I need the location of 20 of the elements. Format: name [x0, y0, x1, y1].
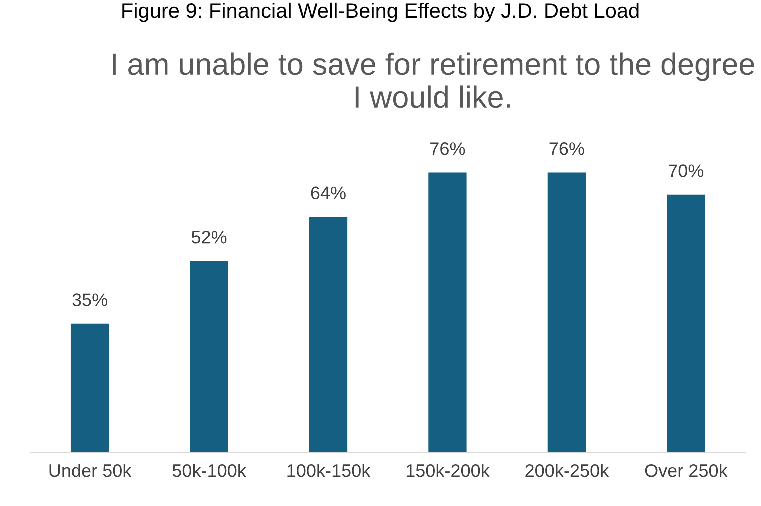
x-tick-label: 100k-150k	[288, 464, 371, 478]
bar	[70, 324, 110, 453]
bar	[428, 172, 467, 453]
x-tick-label: 200k-250k	[526, 464, 610, 478]
data-label: 70%	[669, 164, 704, 178]
x-tick-label: 50k-100k	[172, 464, 246, 478]
bar	[190, 261, 228, 453]
x-tick-label: Over 250k	[645, 464, 728, 478]
chart-title: I am unable to save for retirement to the degree I would like.	[113, 52, 754, 108]
bar	[309, 216, 348, 453]
x-tick-label: 150k-200k	[406, 464, 490, 478]
data-label: 76%	[430, 142, 466, 156]
data-label: 52%	[192, 230, 227, 244]
data-label: 64%	[311, 186, 346, 200]
data-label: 76%	[550, 142, 584, 156]
data-label: 35%	[72, 294, 108, 306]
bar	[548, 172, 586, 453]
bar	[667, 194, 706, 453]
x-tick-label: Under 50k	[50, 464, 132, 478]
caption: Figure 9: Financial Well-Being Effects by J.D. Debt Load	[122, 2, 639, 22]
